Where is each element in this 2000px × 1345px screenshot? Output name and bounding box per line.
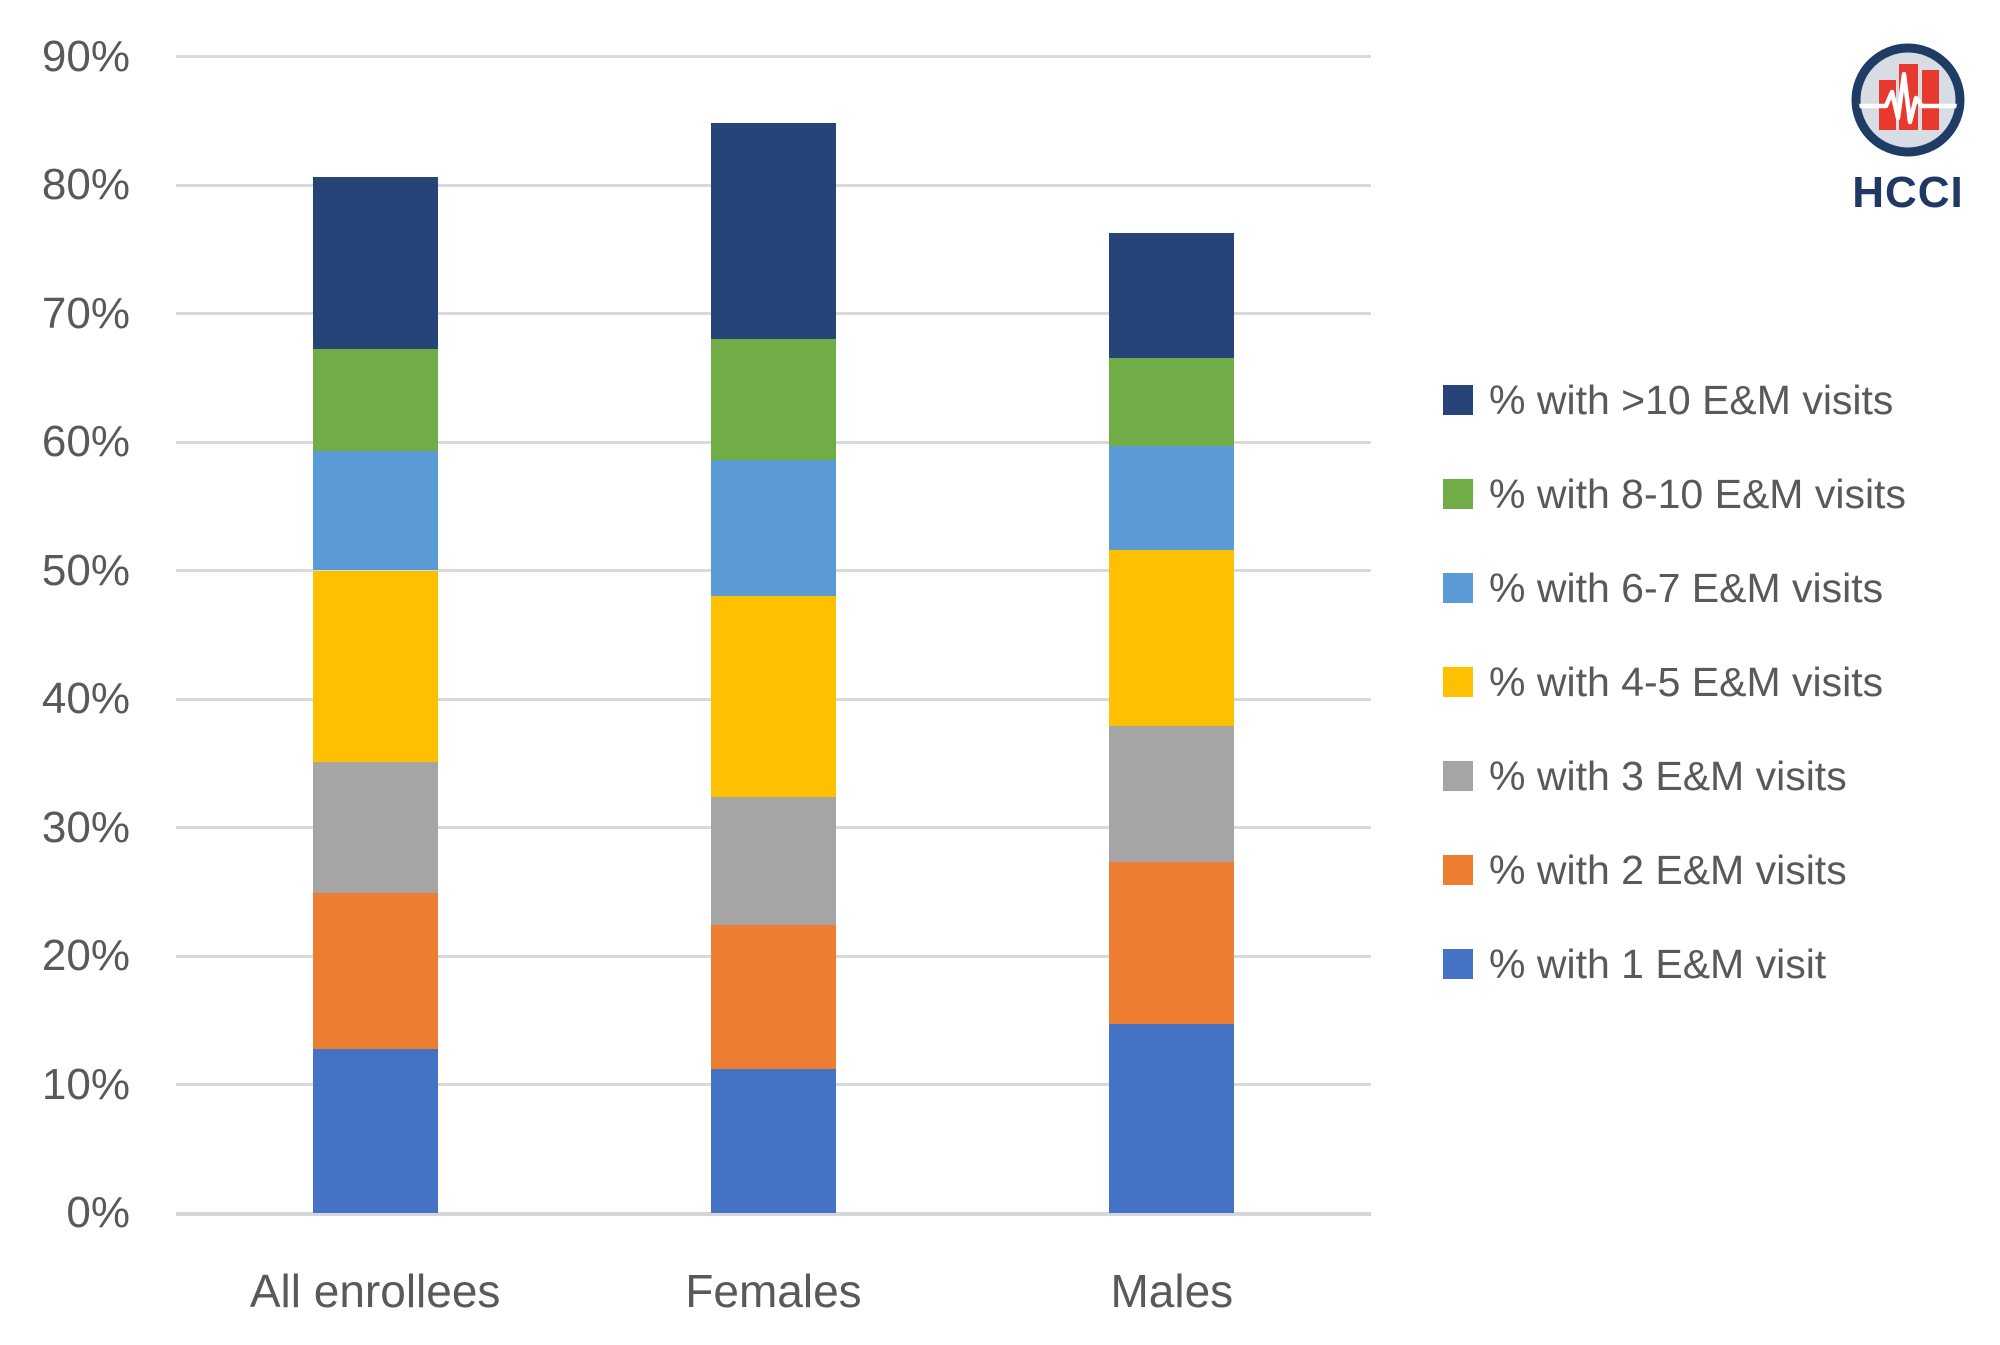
legend-item: % with 8-10 E&M visits (1443, 464, 1906, 524)
legend-swatch (1443, 761, 1473, 791)
legend-label: % with 6-7 E&M visits (1489, 564, 1884, 611)
hcci-logo-icon (1851, 43, 1965, 157)
bar-segment (312, 570, 438, 762)
legend-swatch (1443, 573, 1473, 603)
y-axis-tick-label: 20% (41, 931, 130, 980)
legend-item: % with 3 E&M visits (1443, 746, 1847, 806)
bar-segment (711, 596, 836, 797)
legend-swatch (1443, 479, 1473, 509)
legend-item: % with 2 E&M visits (1443, 840, 1847, 900)
bar-segment (711, 1069, 836, 1213)
logo-pulse-icon (1859, 71, 1957, 125)
x-axis-category-label: All enrollees (249, 1265, 501, 1317)
bar-segment (1109, 862, 1235, 1025)
y-axis-tick-label: 70% (41, 288, 130, 338)
y-axis-tick-label: 50% (41, 545, 130, 595)
legend-item: % with >10 E&M visits (1443, 370, 1893, 430)
bar-segment (1109, 1024, 1235, 1213)
x-axis-category-label: Females (685, 1265, 862, 1317)
legend-label: % with 8-10 E&M visits (1489, 470, 1906, 517)
y-axis-tick-label: 0% (66, 1188, 130, 1237)
bar-segment (711, 925, 836, 1070)
legend-item: % with 1 E&M visit (1443, 934, 1826, 994)
bar-segment (312, 349, 438, 451)
legend-swatch (1443, 385, 1473, 415)
legend-swatch (1443, 949, 1473, 979)
bar-segment (711, 459, 836, 597)
bar-segment (711, 123, 836, 340)
hcci-logo: HCCI (1826, 16, 1990, 222)
y-axis-tick-label: 30% (41, 802, 130, 852)
y-axis-tick-label: 90% (41, 31, 130, 81)
x-axis-category-label: Males (1110, 1265, 1234, 1317)
legend-item: % with 6-7 E&M visits (1443, 558, 1883, 618)
y-axis-tick-label: 80% (41, 160, 130, 209)
y-axis-tick-label: 40% (41, 674, 130, 723)
bar-segment (312, 1048, 438, 1213)
legend-label: % with 2 E&M visits (1489, 846, 1847, 893)
logo-bars-icon (1859, 64, 1957, 130)
bar-segment (1109, 549, 1235, 726)
y-axis-tick-label: 60% (41, 417, 130, 466)
bar-segment (312, 893, 438, 1049)
bar-segment (1109, 358, 1235, 446)
bar-segment (312, 450, 438, 571)
bar-segment (1109, 445, 1235, 550)
legend-label: % with 4-5 E&M visits (1489, 658, 1884, 705)
gridline-90 (176, 55, 1371, 58)
legend-item: % with 4-5 E&M visits (1443, 652, 1883, 712)
legend-label: % with 1 E&M visit (1489, 940, 1827, 987)
bar-segment (1109, 232, 1235, 359)
logo-wordmark: HCCI (1852, 168, 1964, 217)
bar-segment (711, 796, 836, 926)
gridline-0 (176, 1211, 1371, 1216)
bar-segment (312, 177, 438, 350)
legend-swatch (1443, 855, 1473, 885)
bar-segment (711, 339, 836, 460)
bar-segment (312, 761, 438, 894)
bar-segment (1109, 725, 1235, 863)
y-axis-tick-label: 10% (41, 1059, 130, 1109)
legend-label: % with 3 E&M visits (1489, 752, 1847, 799)
legend-swatch (1443, 667, 1473, 697)
legend-label: % with >10 E&M visits (1489, 376, 1894, 423)
